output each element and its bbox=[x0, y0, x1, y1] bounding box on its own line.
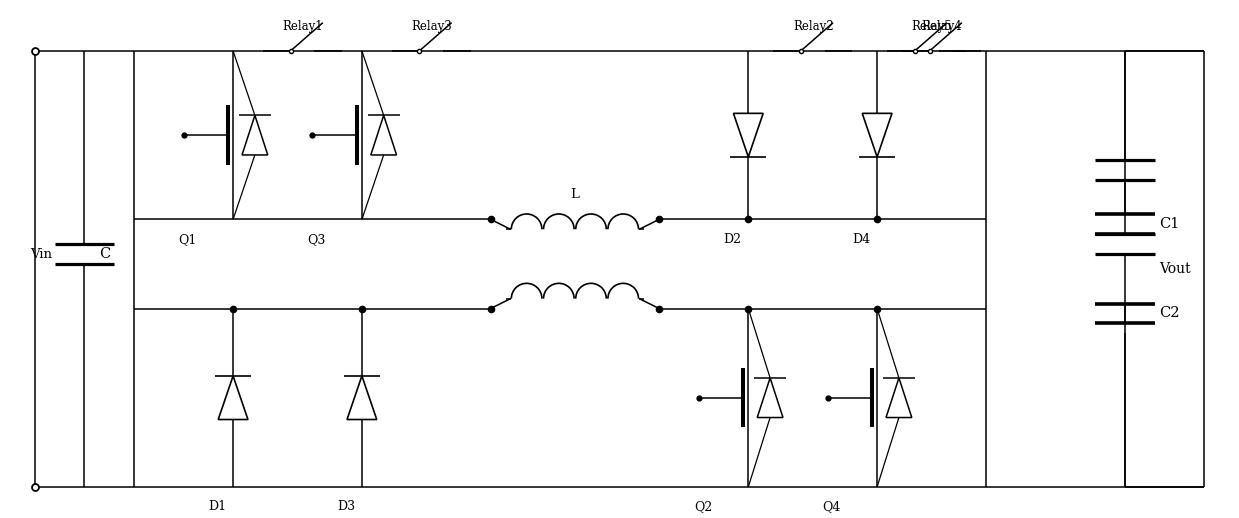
Text: L: L bbox=[570, 188, 580, 201]
Text: C2: C2 bbox=[1160, 307, 1180, 321]
Text: Relay3: Relay3 bbox=[411, 20, 452, 33]
Text: Q3: Q3 bbox=[307, 233, 326, 246]
Text: Vin: Vin bbox=[30, 248, 52, 261]
Text: C: C bbox=[99, 247, 110, 261]
Text: D4: D4 bbox=[852, 233, 871, 246]
Text: D2: D2 bbox=[724, 233, 741, 246]
Text: Relay1: Relay1 bbox=[282, 20, 323, 33]
Text: Relay2: Relay2 bbox=[793, 20, 834, 33]
Text: D1: D1 bbox=[208, 500, 227, 513]
Text: Q1: Q1 bbox=[178, 233, 197, 246]
Text: Q2: Q2 bbox=[694, 500, 712, 513]
Text: C1: C1 bbox=[1160, 218, 1180, 232]
Text: Vout: Vout bbox=[1160, 262, 1191, 276]
Text: D3: D3 bbox=[337, 500, 356, 513]
Text: Relay5: Relay5 bbox=[912, 20, 953, 33]
Text: Q4: Q4 bbox=[823, 500, 841, 513]
Text: Relay4: Relay4 bbox=[922, 20, 963, 33]
